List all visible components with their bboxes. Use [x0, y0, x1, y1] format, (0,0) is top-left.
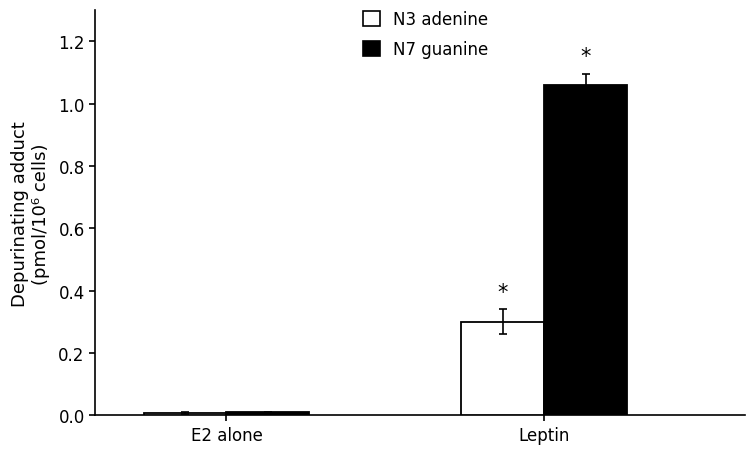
Bar: [544, 86, 627, 415]
Text: *: *: [581, 47, 591, 67]
Text: *: *: [497, 282, 508, 302]
Bar: [144, 413, 227, 415]
Bar: [227, 412, 309, 415]
Bar: [461, 322, 544, 415]
Y-axis label: Depurinating adduct
(pmol/10⁶ cells): Depurinating adduct (pmol/10⁶ cells): [11, 121, 50, 306]
Legend: N3 adenine, N7 guanine: N3 adenine, N7 guanine: [364, 11, 488, 59]
